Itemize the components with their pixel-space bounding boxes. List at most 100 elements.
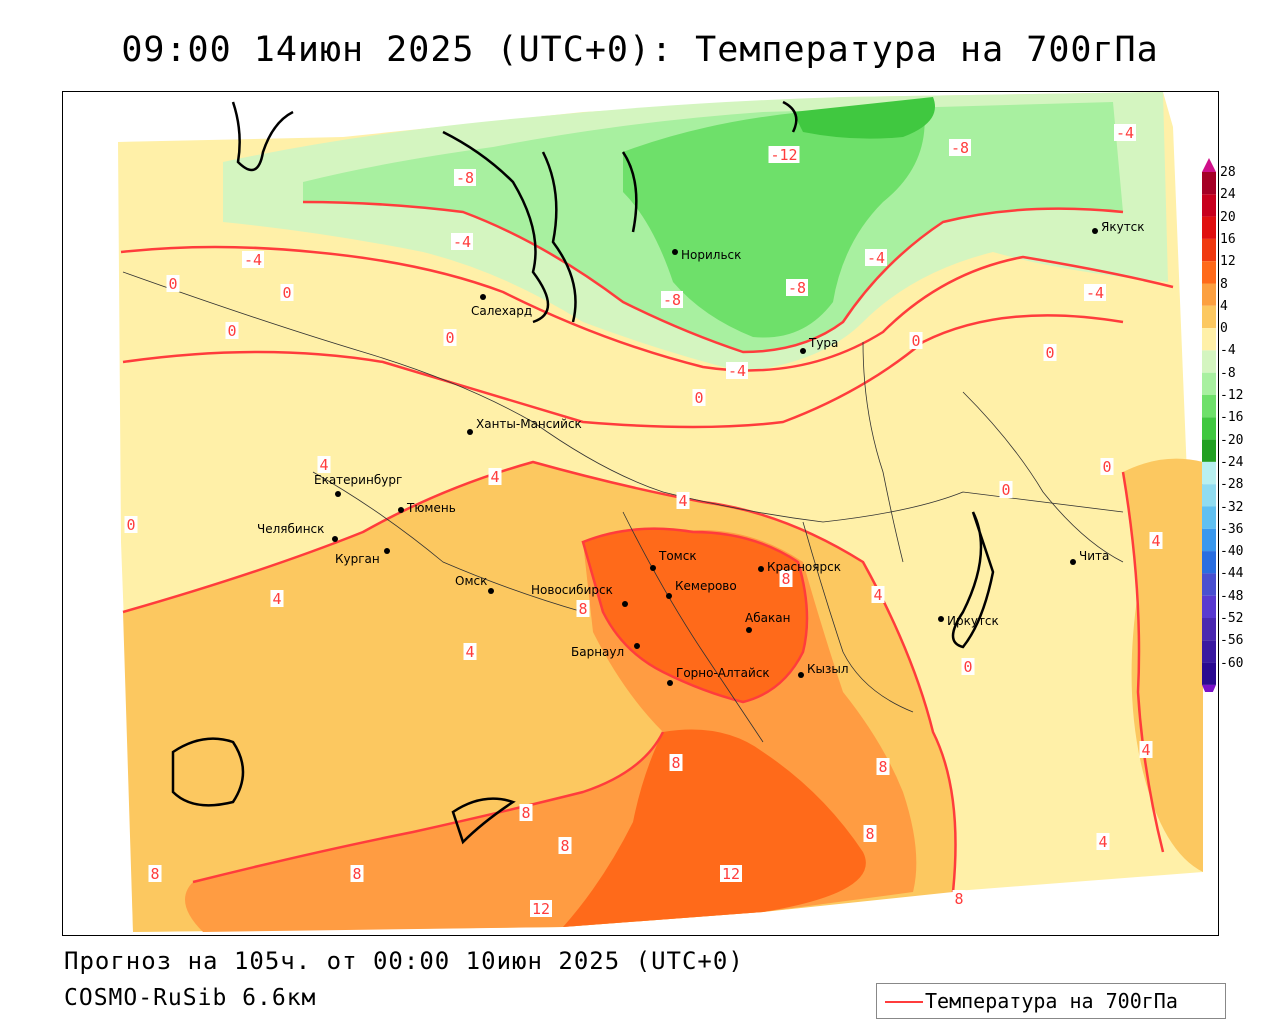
city-label: Томск [658, 549, 697, 563]
colorbar-max-arrow [1202, 158, 1216, 172]
colorbar-swatches [1202, 158, 1216, 692]
colorbar-swatch [1202, 194, 1216, 217]
colorbar-tick-label: -28 [1220, 477, 1244, 493]
city-label: Кызыл [807, 662, 849, 676]
colorbar-swatch [1202, 484, 1216, 507]
colorbar-tick-label: -60 [1220, 655, 1244, 671]
colorbar-tick-label: -16 [1220, 410, 1244, 426]
colorbar-tick-label: -40 [1220, 544, 1244, 560]
contour-label: -12 [770, 146, 797, 164]
city-dot [746, 627, 752, 633]
contour-label-bg [1139, 741, 1153, 758]
colorbar-tick-label: -52 [1220, 611, 1244, 626]
contour-label: -4 [244, 251, 262, 269]
contour-label: 0 [1045, 344, 1054, 362]
legend-line-swatch [885, 1001, 923, 1003]
contour-label: 0 [1001, 481, 1010, 499]
contour-label-bg [463, 643, 477, 660]
city-dot [384, 548, 390, 554]
city-label: Челябинск [257, 522, 324, 536]
contour-label: 0 [911, 332, 920, 350]
contour-label-bg [530, 900, 552, 917]
colorbar-tick-label: 20 [1220, 209, 1236, 225]
contour-label-bg [999, 481, 1013, 498]
city-label: Курган [335, 552, 380, 566]
contour-label-bg [865, 249, 887, 266]
contour-label: -8 [951, 139, 969, 157]
city-dot [480, 294, 486, 300]
contour-label: 8 [865, 825, 874, 843]
zone-minus16 [793, 97, 935, 139]
city-dot [634, 643, 640, 649]
colorbar-tick-label: -56 [1220, 633, 1244, 649]
city-label: Норильск [681, 248, 741, 262]
isotherm-lines [120, 200, 1174, 893]
contour-label: 4 [1151, 532, 1160, 550]
contour-label-bg [1043, 344, 1057, 361]
contour-label: -8 [788, 279, 806, 297]
contour-label: 0 [126, 516, 135, 534]
colorbar-swatch [1202, 305, 1216, 329]
colorbar-tick-label: -48 [1220, 588, 1244, 604]
contour-label: -4 [728, 362, 746, 380]
city-label: Тура [808, 336, 838, 350]
contour-label-bg [451, 233, 473, 250]
zone-plus12 [583, 528, 807, 702]
contour-label: -4 [453, 233, 471, 251]
contour-label-bg [676, 492, 690, 509]
colorbar-swatch [1202, 528, 1216, 552]
contour-label: 8 [578, 600, 587, 618]
contour-label: 8 [954, 890, 963, 908]
city-label: Красноярск [767, 560, 841, 574]
contour-label-bg [558, 837, 572, 854]
colorbar-tick-label: 24 [1220, 187, 1236, 203]
colorbar-swatch [1202, 395, 1216, 418]
colorbar-swatch [1202, 551, 1216, 574]
contour-label: 4 [319, 456, 328, 474]
colorbar-tick-label: 16 [1220, 231, 1236, 247]
contour-label: 0 [445, 329, 454, 347]
contour-label: 0 [282, 284, 291, 302]
contour-label-bg [1084, 284, 1106, 301]
contour-label: 8 [781, 570, 790, 588]
city-dot [332, 536, 338, 542]
city-markers: Норильск Якутск Салехард Тура Ханты-Мансийск… [257, 220, 1145, 686]
city-dot [622, 601, 628, 607]
admin-borders [122, 271, 1124, 743]
contour-label: 0 [227, 322, 236, 340]
contour-label-bg [148, 865, 162, 882]
contour-label: 8 [521, 804, 530, 822]
contour-label-bg [1149, 532, 1163, 549]
contour-label: -4 [1086, 284, 1104, 302]
contour-label-bg [720, 865, 742, 882]
contour-label-bg [270, 590, 284, 607]
city-label: Чита [1079, 549, 1109, 563]
colorbar-tick-label: -4 [1220, 343, 1236, 359]
colorbar-tick-label: -12 [1220, 388, 1244, 403]
contour-label-bg [1096, 833, 1110, 850]
city-label: Екатеринбург [314, 473, 402, 487]
city-label: Новосибирск [531, 583, 613, 597]
colorbar-swatch [1202, 238, 1216, 262]
contour-label-bg [317, 456, 331, 473]
city-label: Абакан [745, 611, 790, 625]
coastlines [171, 100, 995, 845]
contour-label: 4 [873, 586, 882, 604]
colorbar-swatch [1202, 216, 1216, 239]
forecast-info: Прогноз на 105ч. от 00:00 10июн 2025 (UT… [64, 947, 744, 975]
contour-label-bg [961, 658, 975, 675]
contour-label: -8 [456, 169, 474, 187]
contour-label-bg [768, 146, 800, 163]
temperature-map: -12 -8 -8 -8 -8 -4 -4 -4 -4 -4 -4 0 0 0 0 0 0 0 0 0 0 0 4 4 4 4 4 4… [62, 91, 1219, 936]
city-dot [650, 565, 656, 571]
city-dot [667, 680, 673, 686]
contour-label: 0 [168, 275, 177, 293]
city-label: Омск [455, 574, 487, 588]
colorbar-tick-label: -32 [1220, 499, 1244, 515]
contour-label: 4 [1141, 741, 1150, 759]
map-title: 09:00 14июн 2025 (UTC+0): Температура на… [121, 30, 1159, 70]
colorbar-swatch [1202, 283, 1216, 306]
colorbar-min-arrow [1202, 684, 1216, 692]
contour-label-bg [166, 275, 180, 292]
contour-label: 4 [490, 468, 499, 486]
